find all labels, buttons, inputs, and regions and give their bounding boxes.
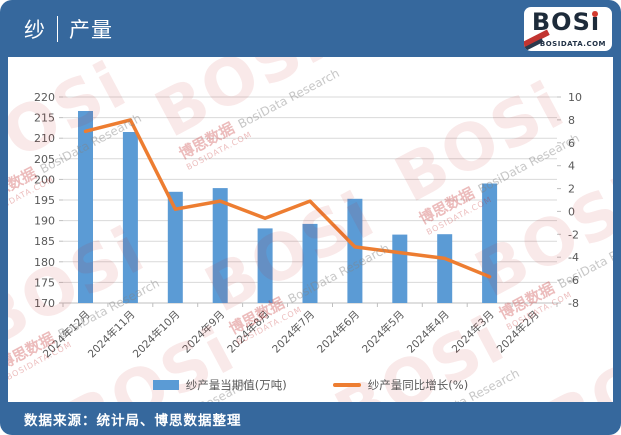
svg-text:200: 200 bbox=[34, 173, 55, 186]
svg-text:175: 175 bbox=[34, 276, 55, 289]
svg-text:185: 185 bbox=[34, 235, 55, 248]
svg-text:215: 215 bbox=[34, 112, 55, 125]
svg-text:170: 170 bbox=[34, 297, 55, 310]
title-part-1: 纱 bbox=[24, 17, 46, 42]
svg-text:4: 4 bbox=[568, 160, 575, 173]
svg-text:2024年5月: 2024年5月 bbox=[359, 308, 407, 356]
chart-svg: 170175180185190195200205210215220-8-6-4-… bbox=[34, 91, 582, 360]
svg-text:8: 8 bbox=[568, 114, 575, 127]
svg-text:2024年10月: 2024年10月 bbox=[130, 308, 182, 360]
chart-legend: 纱产量当期值(万吨) 纱产量同比增长(%) bbox=[8, 377, 613, 393]
logo-text: BOSi bbox=[531, 8, 601, 36]
legend-item-bar: 纱产量当期值(万吨) bbox=[152, 377, 287, 393]
header-bar: 纱 产量 BOSi BOSIDATA.COM bbox=[0, 0, 621, 57]
logo-i-letter: i bbox=[590, 8, 601, 36]
svg-text:-8: -8 bbox=[568, 297, 579, 310]
svg-text:205: 205 bbox=[34, 153, 55, 166]
footer-bar: 数据来源：统计局、博思数据整理 bbox=[0, 402, 621, 435]
svg-text:180: 180 bbox=[34, 256, 55, 269]
svg-text:2024年12月: 2024年12月 bbox=[40, 308, 92, 360]
logo-subtext: BOSIDATA.COM bbox=[539, 40, 606, 48]
svg-text:2024年4月: 2024年4月 bbox=[404, 308, 452, 356]
svg-text:2024年11月: 2024年11月 bbox=[85, 308, 137, 360]
svg-text:2024年9月: 2024年9月 bbox=[180, 308, 228, 356]
svg-text:195: 195 bbox=[34, 194, 55, 207]
svg-text:6: 6 bbox=[568, 137, 575, 150]
svg-text:2024年8月: 2024年8月 bbox=[225, 308, 273, 356]
svg-text:-4: -4 bbox=[568, 251, 579, 264]
legend-item-line: 纱产量同比增长(%) bbox=[332, 377, 469, 393]
svg-text:2024年7月: 2024年7月 bbox=[269, 308, 317, 356]
svg-text:210: 210 bbox=[34, 132, 55, 145]
svg-text:190: 190 bbox=[34, 215, 55, 228]
bar-series-swatch bbox=[152, 380, 179, 390]
svg-text:-6: -6 bbox=[568, 274, 579, 287]
svg-text:0: 0 bbox=[568, 205, 575, 218]
svg-text:2: 2 bbox=[568, 183, 575, 196]
svg-text:2024年6月: 2024年6月 bbox=[314, 308, 362, 356]
bosi-logo: BOSi BOSIDATA.COM bbox=[524, 7, 612, 51]
line-series-label: 纱产量同比增长(%) bbox=[367, 378, 469, 392]
svg-text:10: 10 bbox=[568, 91, 582, 104]
svg-text:2024年2月: 2024年2月 bbox=[494, 308, 542, 356]
page-title: 纱 产量 bbox=[24, 14, 113, 44]
data-source-text: 数据来源：统计局、博思数据整理 bbox=[24, 412, 242, 429]
bar-series-label: 纱产量当期值(万吨) bbox=[185, 378, 287, 392]
svg-text:-2: -2 bbox=[568, 228, 579, 241]
svg-text:220: 220 bbox=[34, 91, 55, 104]
line-series-swatch bbox=[332, 383, 361, 387]
title-part-2: 产量 bbox=[69, 17, 113, 42]
title-divider bbox=[57, 15, 58, 42]
svg-text:2024年3月: 2024年3月 bbox=[449, 308, 497, 356]
chart-panel: 170 175 180 185 190 195 200 205 210 215 220 -8 -6 -4-… bbox=[8, 57, 613, 402]
